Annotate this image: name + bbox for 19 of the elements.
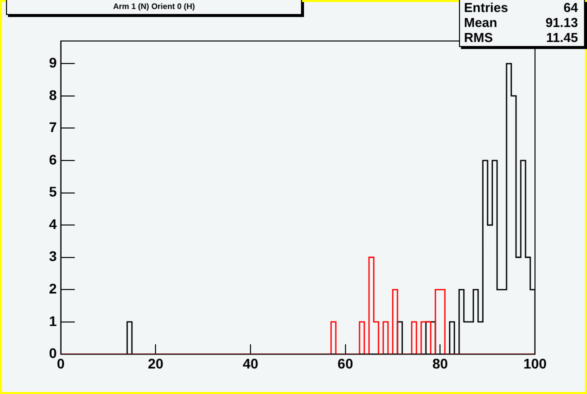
chart-title: Arm 1 (N) Orient 0 (H) — [6, 0, 302, 15]
text: RMS 11.45 — [464, 30, 578, 45]
text: Mean 91.13 — [464, 15, 578, 30]
y-tick-label: 8 — [48, 86, 57, 103]
y-tick-label: 6 — [48, 151, 57, 168]
y-tick-label: 5 — [48, 184, 57, 200]
y-tick-label: 0 — [48, 345, 57, 362]
text: Entries 64 — [464, 0, 578, 15]
x-tick-label: 80 — [432, 355, 448, 372]
y-tick-label: 7 — [48, 119, 57, 136]
y-tick-label: 2 — [48, 280, 57, 296]
x-tick-label: 60 — [338, 355, 354, 372]
x-tick-label: 100 — [523, 355, 547, 372]
x-tick-label: 40 — [242, 355, 258, 372]
y-tick-label: 1 — [48, 312, 57, 329]
y-tick-label: 3 — [48, 248, 57, 264]
y-tick-label: 4 — [48, 216, 57, 232]
y-tick-label: 9 — [48, 54, 57, 70]
x-tick-label: 20 — [148, 355, 164, 372]
